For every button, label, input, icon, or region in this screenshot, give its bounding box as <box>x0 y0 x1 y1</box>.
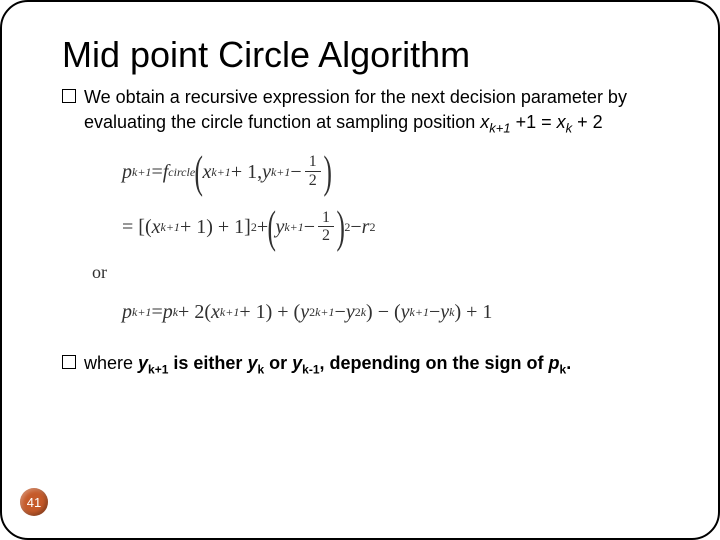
eq3-y3: y <box>401 297 410 327</box>
eq1-f-sub: circle <box>168 163 195 181</box>
eq2-y: y <box>275 212 284 242</box>
eq1-lparen: ( <box>195 151 203 192</box>
b2-mid2: or <box>264 353 292 373</box>
eq1-x-sub: k+1 <box>211 163 230 181</box>
eq3-c: − <box>335 297 346 327</box>
equation-3: pk+1 = pk + 2(xk+1 + 1) + (y2k+1 − y2k) … <box>122 297 682 327</box>
bullet1-xk1: x <box>480 112 489 132</box>
eq2-rparen: ) <box>336 206 344 247</box>
eq3-p-sub: k+1 <box>132 303 151 321</box>
page-number-badge: 41 <box>20 488 48 516</box>
b2-mid1: is either <box>168 353 247 373</box>
frac-num: 1 <box>305 153 321 172</box>
b2-y3: y <box>292 353 302 373</box>
eq3-eq: = <box>151 297 162 327</box>
eq3-x: x <box>211 297 220 327</box>
eq1-comma: + 1, <box>231 157 262 187</box>
bullet1-mid: +1 = <box>511 112 557 132</box>
bullet1-xk: x <box>557 112 566 132</box>
eq2-lparen: ( <box>268 206 276 247</box>
eq2-mid: + 1) + 1] <box>180 212 251 242</box>
eq3-y3-sub: k+1 <box>410 303 429 321</box>
eq1-y-sub: k+1 <box>271 163 290 181</box>
b2-mid3: , depending on the sign of <box>320 353 549 373</box>
eq3-y1-sub: k+1 <box>315 303 334 321</box>
bullet-box-icon-2 <box>62 355 76 369</box>
eq3-b: + 1) + ( <box>239 297 300 327</box>
bullet-box-icon <box>62 89 76 103</box>
eq2-x-sub: k+1 <box>161 218 180 236</box>
eq2-r: r <box>362 212 370 242</box>
eq1-x: x <box>202 157 211 187</box>
b2-y2: y <box>247 353 257 373</box>
eq1-rparen: ) <box>323 151 331 192</box>
eq1-frac: 12 <box>305 153 321 189</box>
frac-den: 2 <box>305 172 321 190</box>
eq3-x-sub: k+1 <box>220 303 239 321</box>
frac-den2: 2 <box>318 227 334 245</box>
eq2-minus-r: − <box>350 212 361 242</box>
equation-1: pk+1 = fcircle ( xk+1 + 1, yk+1 − 12 ) <box>122 151 682 192</box>
eq3-a: + 2( <box>178 297 211 327</box>
eq1-minus: − <box>290 157 301 187</box>
bullet-2-text: where yk+1 is either yk or yk-1, dependi… <box>84 351 682 378</box>
slide-frame: Mid point Circle Algorithm We obtain a r… <box>0 0 720 540</box>
b2-p: p <box>549 353 560 373</box>
eq2-plus: + <box>257 212 268 242</box>
eq1-y: y <box>262 157 271 187</box>
eq3-pk: p <box>163 297 173 327</box>
eq2-open: = [( <box>122 212 152 242</box>
eq3-e: − <box>429 297 440 327</box>
eq3-y1: y <box>300 297 309 327</box>
eq1-p-sub: k+1 <box>132 163 151 181</box>
bullet-1-text: We obtain a recursive expression for the… <box>84 85 682 136</box>
eq2-frac: 12 <box>318 209 334 245</box>
eq2-x: x <box>152 212 161 242</box>
frac-num2: 1 <box>318 209 334 228</box>
bullet-1: We obtain a recursive expression for the… <box>62 85 682 136</box>
eq1-eq: = <box>151 157 162 187</box>
bullet-2: where yk+1 is either yk or yk-1, dependi… <box>62 351 682 378</box>
b2-prefix: where <box>84 353 138 373</box>
bullet1-suffix: + 2 <box>572 112 603 132</box>
b2-y1: y <box>138 353 148 373</box>
b2-end: . <box>566 353 571 373</box>
eq2-r-sq: 2 <box>369 218 375 236</box>
equation-2: = [(xk+1 + 1) + 1]2 + ( yk+1 − 12 )2 − r… <box>122 206 682 247</box>
eq3-y4: y <box>440 297 449 327</box>
eq3-row: pk+1 = pk + 2(xk+1 + 1) + (y2k+1 − y2k) … <box>122 297 682 327</box>
eq1-row: pk+1 = fcircle ( xk+1 + 1, yk+1 − 12 ) <box>122 151 682 192</box>
eq2-minus: − <box>304 212 315 242</box>
bullet1-xk1-sub: k+1 <box>489 120 510 135</box>
b2-y1-sub: k+1 <box>148 362 168 376</box>
eq3-d: ) − ( <box>366 297 401 327</box>
eq3-y2: y <box>346 297 355 327</box>
eq3-f: ) + 1 <box>454 297 492 327</box>
or-text: or <box>92 262 682 283</box>
b2-y3-sub: k-1 <box>302 362 319 376</box>
eq2-row: = [(xk+1 + 1) + 1]2 + ( yk+1 − 12 )2 − r… <box>122 206 682 247</box>
slide-title: Mid point Circle Algorithm <box>62 34 682 75</box>
eq2-y-sub: k+1 <box>284 218 303 236</box>
eq1-p: p <box>122 157 132 187</box>
eq3-p: p <box>122 297 132 327</box>
